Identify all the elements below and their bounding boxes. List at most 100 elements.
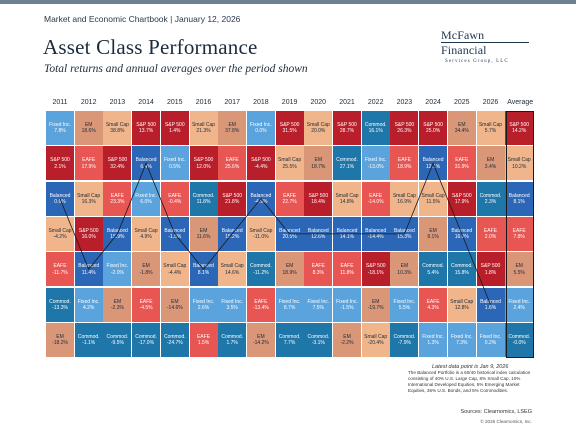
- cell-2021-rank-5: EAFE 11.8%: [333, 252, 361, 287]
- cell-asset-name: Fixed Inc.: [106, 263, 129, 270]
- cell-2015-rank-1: S&P 500 1.4%: [160, 111, 189, 145]
- cell-2013-rank-6: EM -2.3%: [103, 287, 132, 322]
- cell-average-rank-1: S&P 500 14.2%: [505, 111, 534, 145]
- cell-return-value: -14.0%: [367, 199, 384, 205]
- cell-return-value: 4.3%: [427, 304, 439, 311]
- cell-asset-name: Commod.: [77, 333, 100, 340]
- cell-return-value: -11.7%: [52, 269, 68, 276]
- cell-return-value: 11.8%: [340, 269, 354, 276]
- copyright-note: © 2026 Clearnomics, Inc.: [480, 419, 532, 424]
- cell-asset-name: EM: [486, 157, 495, 164]
- cell-return-value: 5.7%: [484, 128, 497, 135]
- cell-return-value: 1.6%: [484, 304, 497, 311]
- cell-asset-name: Fixed Inc.: [49, 122, 71, 128]
- cell-2020-rank-5: EAFE 8.3%: [304, 252, 333, 287]
- cell-average-rank-6: Fixed Inc. 2.4%: [505, 287, 534, 322]
- cell-asset-name: Commod.: [450, 263, 473, 270]
- cell-asset-name: Small Cap: [163, 263, 187, 270]
- cell-asset-name: EAFE: [254, 298, 268, 305]
- cell-asset-name: Balanced: [279, 227, 301, 234]
- cell-2023-rank-6: Fixed Inc. 5.5%: [390, 287, 419, 322]
- year-header-row: 2011 2012 2013 2014 2015 2016 2017 2018 2019 2020…: [46, 99, 534, 109]
- cell-return-value: -11.2%: [253, 269, 269, 276]
- cell-asset-name: Commod.: [192, 192, 215, 199]
- cell-asset-name: Balanced: [422, 157, 444, 164]
- cell-return-value: 4.9%: [140, 234, 152, 241]
- cell-asset-name: EM: [429, 227, 437, 234]
- cell-asset-name: Commod.: [278, 333, 301, 340]
- company-logo: McFawn Financial Services Group, LLC: [441, 28, 529, 64]
- cell-asset-name: Balanced: [250, 192, 272, 199]
- cell-2022-rank-7: Small Cap -20.4%: [361, 322, 390, 357]
- cell-2021-rank-7: EM -2.2%: [333, 322, 361, 357]
- cell-2024-rank-4: EM 8.1%: [419, 216, 448, 251]
- chartbook-header: Market and Economic Chartbook | January …: [44, 14, 241, 24]
- cell-return-value: 3.5%: [226, 304, 238, 311]
- cell-asset-name: S&P 500: [394, 122, 415, 128]
- cell-return-value: 1.4%: [169, 128, 181, 135]
- cell-2011-rank-2: S&P 500 2.1%: [46, 146, 74, 181]
- cell-asset-name: Small Cap: [450, 298, 474, 305]
- cell-return-value: 31.9%: [454, 163, 469, 170]
- cell-asset-name: EM: [199, 227, 208, 234]
- cell-2019-rank-1: S&P 500 31.5%: [275, 111, 304, 145]
- cell-return-value: 37.8%: [225, 128, 240, 135]
- cell-2016-rank-2: S&P 500 12.0%: [189, 146, 218, 181]
- cell-2026-rank-7: Fixed Inc. 0.2%: [476, 322, 505, 357]
- cell-asset-name: Small Cap: [249, 227, 273, 234]
- page-title: Asset Class Performance: [43, 35, 258, 59]
- cell-2022-rank-6: EM -19.7%: [361, 287, 390, 322]
- cell-2011-rank-5: EAFE -11.7%: [46, 252, 74, 287]
- cell-2015-rank-6: EM -14.6%: [160, 287, 189, 322]
- year-label-2013: 2013: [109, 99, 126, 106]
- cell-return-value: 12.1%: [426, 163, 441, 170]
- cell-return-value: 12.8%: [454, 304, 469, 311]
- cell-2016-rank-3: Commod. 11.8%: [189, 181, 218, 216]
- cell-2017-rank-7: Commod. 1.7%: [218, 322, 247, 357]
- cell-asset-name: Commod.: [393, 333, 416, 340]
- cell-return-value: 8.3%: [312, 269, 324, 276]
- cell-return-value: 20.0%: [311, 128, 326, 135]
- balanced-trend-polyline: [59, 162, 491, 305]
- cell-2013-rank-2: S&P 500 32.4%: [103, 146, 132, 181]
- cell-return-value: 28.7%: [339, 128, 355, 135]
- cell-2015-rank-7: Commod. -24.7%: [160, 322, 189, 357]
- cell-2011-rank-7: EM -18.2%: [46, 322, 74, 357]
- cell-asset-name: EAFE: [512, 227, 526, 234]
- cell-return-value: -24.7%: [166, 340, 183, 347]
- balanced-path-line: [59, 162, 491, 305]
- year-label-2014: 2014: [138, 99, 154, 106]
- year-label-2012: 2012: [80, 99, 97, 106]
- cell-asset-name: Small Cap: [306, 122, 330, 128]
- page-subtitle: Total returns and annual averages over t…: [44, 63, 308, 75]
- cell-asset-name: Small Cap: [105, 122, 129, 128]
- cell-return-value: 7.3%: [456, 340, 468, 347]
- cell-asset-name: EM: [171, 298, 179, 305]
- cell-return-value: -2.2%: [340, 340, 354, 347]
- cell-asset-name: EM: [56, 333, 64, 340]
- cell-return-value: 14.1%: [339, 234, 355, 241]
- cell-asset-name: Small Cap: [507, 157, 531, 164]
- cell-asset-name: Balanced: [393, 227, 415, 234]
- cell-asset-name: Commod.: [479, 192, 502, 199]
- cell-2024-rank-7: Fixed Inc. 1.3%: [419, 322, 448, 357]
- sources-note: Sources: Clearnomics, LSEG: [460, 409, 532, 415]
- year-label-average: Average: [507, 99, 534, 106]
- cell-return-value: 32.4%: [110, 163, 125, 170]
- cell-return-value: 0.0%: [255, 128, 267, 135]
- cell-2025-rank-7: Fixed Inc. 7.3%: [447, 322, 476, 357]
- cell-asset-name: Fixed Inc.: [163, 157, 186, 164]
- cell-2017-rank-5: Small Cap 14.6%: [218, 252, 247, 287]
- cell-asset-name: Balanced: [221, 227, 243, 234]
- cell-return-value: 2.4%: [513, 304, 525, 311]
- cell-return-value: 25.6%: [225, 163, 240, 170]
- cell-2023-rank-7: Commod. -7.9%: [390, 322, 419, 357]
- cell-2016-rank-7: EAFE 1.5%: [189, 322, 218, 357]
- cell-asset-name: EAFE: [53, 263, 67, 270]
- cell-return-value: -13.0%: [367, 163, 384, 170]
- cell-return-value: -13.3%: [52, 304, 68, 311]
- cell-asset-name: Small Cap: [48, 227, 72, 234]
- cell-return-value: 4.2%: [82, 304, 95, 311]
- cell-2017-rank-2: EAFE 25.6%: [218, 146, 247, 181]
- logo-name: McFawn Financial: [441, 28, 487, 57]
